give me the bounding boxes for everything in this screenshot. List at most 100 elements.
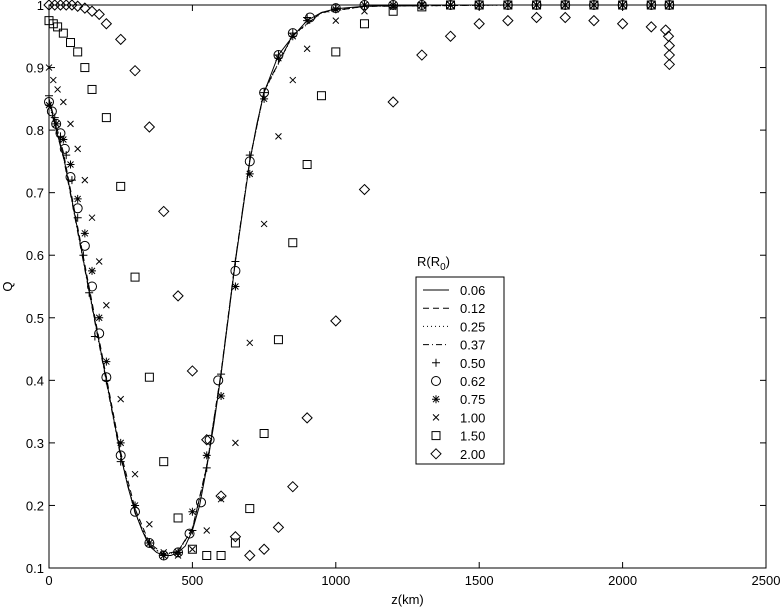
data-point — [53, 22, 63, 32]
data-point — [160, 549, 168, 556]
y-tick-label: 0.5 — [26, 311, 44, 326]
data-point — [103, 301, 110, 309]
data-point — [131, 501, 140, 510]
legend-swatch — [431, 376, 441, 386]
data-point — [201, 434, 213, 446]
data-point — [189, 545, 196, 553]
x-tick-label: 1000 — [321, 573, 350, 588]
data-point — [304, 12, 315, 23]
legend: R(R0) 0.06 0.12 0.25 0.37 0.50 0.62 0.75 1.00 1.… — [415, 254, 505, 465]
data-point — [131, 470, 139, 478]
x-tick-label: 2000 — [608, 573, 637, 588]
legend-item: 0.25 — [423, 319, 485, 334]
legend-swatch — [432, 358, 440, 367]
legend-title-base: R(R — [417, 254, 440, 269]
data-point — [144, 372, 154, 382]
data-point — [95, 258, 103, 265]
data-point — [416, 49, 428, 61]
data-point — [65, 172, 76, 183]
data-point — [663, 58, 676, 71]
series-0.37 — [48, 4, 670, 556]
data-point — [88, 266, 97, 275]
data-point — [81, 176, 89, 184]
data-point — [59, 143, 70, 154]
data-point — [216, 550, 226, 560]
legend-label: 0.12 — [460, 301, 485, 316]
x-tick-label: 500 — [182, 573, 204, 588]
y-tick-label: 0.1 — [26, 561, 44, 576]
legend-label: 0.62 — [460, 374, 485, 389]
data-point — [67, 120, 74, 128]
legend-item: 0.50 — [432, 356, 485, 371]
data-point — [54, 86, 61, 93]
legend-item: 0.37 — [423, 338, 485, 353]
legend-title: R(R0) — [417, 254, 450, 273]
data-point — [102, 357, 111, 366]
data-point — [215, 490, 227, 502]
data-point — [330, 315, 342, 327]
data-point — [217, 391, 226, 400]
data-point — [202, 550, 212, 560]
data-point — [246, 339, 254, 347]
data-point — [217, 495, 225, 503]
data-point — [230, 538, 240, 548]
data-point — [158, 550, 169, 561]
data-point — [87, 84, 97, 94]
data-point — [473, 18, 485, 30]
data-point — [145, 538, 154, 547]
legend-item: 0.75 — [432, 392, 485, 407]
legend-label: 1.00 — [460, 410, 485, 425]
legend-item: 1.50 — [431, 429, 485, 444]
data-point — [272, 521, 285, 534]
data-point — [101, 372, 112, 383]
data-point — [74, 145, 82, 153]
data-point — [231, 282, 240, 291]
legend-label: 2.00 — [460, 447, 485, 462]
y-axis-label: Q — [0, 281, 15, 291]
data-point — [130, 272, 140, 282]
data-point — [273, 335, 283, 345]
legend-label: 0.06 — [460, 283, 485, 298]
data-point — [79, 251, 88, 260]
legend-item: 2.00 — [430, 447, 485, 462]
y-tick-label: 0.7 — [26, 186, 44, 201]
data-point — [115, 450, 126, 461]
data-point — [59, 98, 67, 106]
data-point — [158, 205, 170, 218]
data-point — [116, 457, 125, 466]
data-point — [80, 229, 89, 238]
data-point — [231, 257, 240, 266]
data-point — [303, 16, 312, 25]
data-point — [95, 313, 104, 322]
data-point — [67, 176, 76, 185]
data-point — [259, 429, 269, 439]
data-point — [316, 91, 326, 101]
legend-item: 0.06 — [423, 283, 485, 298]
legend-item: 0.12 — [423, 301, 485, 316]
data-point — [94, 328, 105, 339]
data-point — [66, 160, 75, 169]
data-point — [59, 135, 68, 144]
legend-swatch — [430, 448, 442, 460]
data-point — [114, 33, 127, 46]
legend-box — [415, 276, 505, 465]
legend-swatch — [432, 395, 440, 404]
data-point — [588, 14, 600, 27]
data-point — [173, 513, 183, 523]
data-point — [260, 220, 268, 228]
data-point — [502, 14, 514, 27]
legend-label: 0.25 — [460, 319, 485, 334]
x-tick-label: 1500 — [465, 573, 494, 588]
data-point — [645, 21, 657, 33]
data-point — [387, 96, 399, 108]
data-point — [174, 548, 183, 557]
y-tick-label: 0.8 — [26, 123, 44, 138]
data-point — [244, 156, 255, 167]
data-point — [173, 547, 184, 558]
data-point — [79, 240, 90, 251]
data-point — [186, 365, 199, 377]
data-point — [159, 457, 169, 467]
data-point — [72, 203, 83, 214]
